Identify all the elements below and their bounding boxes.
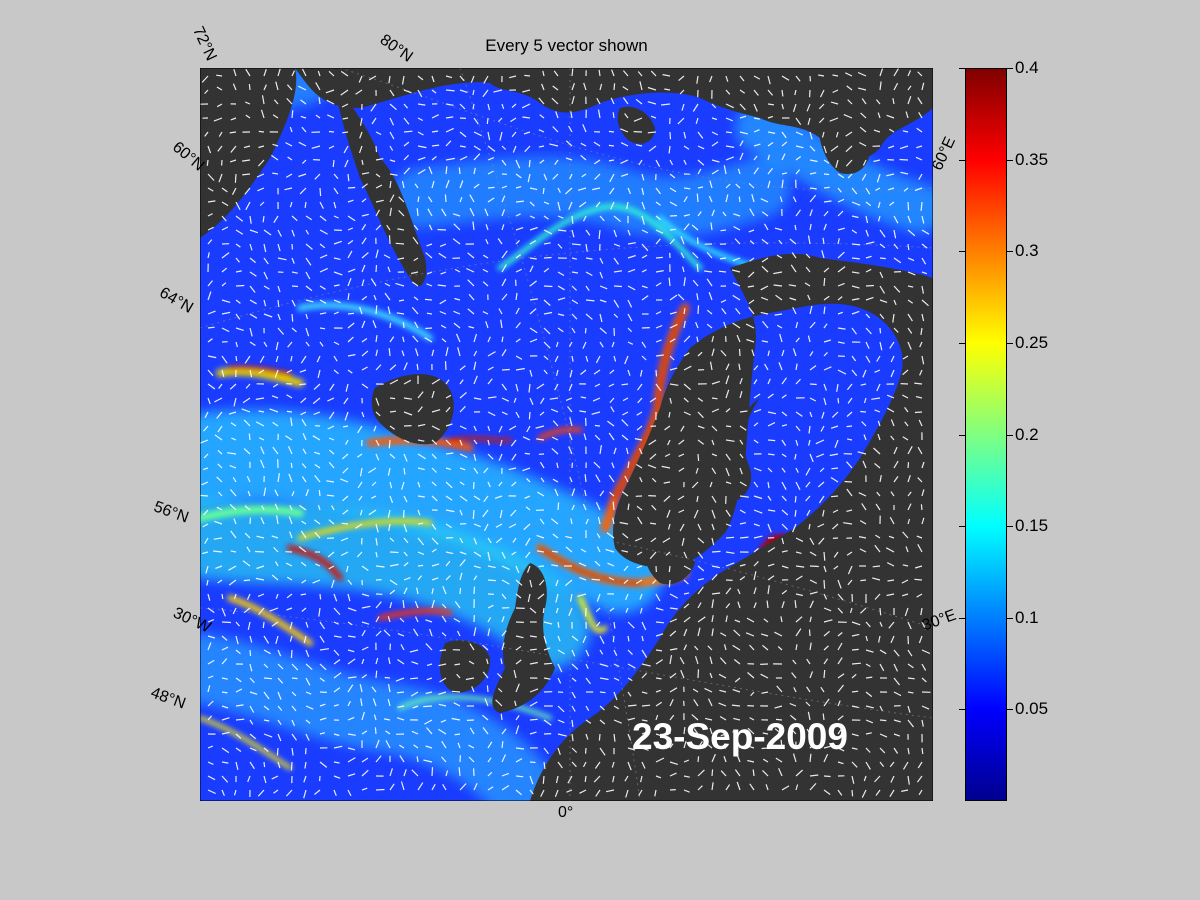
- colorbar-tick-mark: [1007, 159, 1013, 161]
- velocity-vectors: [200, 68, 931, 799]
- colorbar-tick-mark: [959, 159, 965, 161]
- colorbar-tick-mark: [1007, 342, 1013, 344]
- lon-label-0: 0°: [558, 804, 574, 821]
- colorbar-tick-label: 0.25: [1015, 332, 1049, 352]
- colorbar-tick-label: 0.2: [1015, 424, 1039, 444]
- colorbar-tick-label: 0.3: [1015, 241, 1039, 261]
- colorbar-tick-mark: [1007, 617, 1013, 619]
- colorbar-tick-mark: [959, 251, 965, 253]
- colorbar-tick-label: 0.35: [1015, 149, 1049, 169]
- colorbar-tick-mark: [1007, 434, 1013, 436]
- current-jets: [200, 204, 763, 770]
- speed-field: [200, 68, 933, 801]
- land: [200, 68, 933, 801]
- colorbar-tick-mark: [1007, 709, 1013, 711]
- colorbar-tick-mark: [1007, 251, 1013, 253]
- speed-colorbar: [965, 68, 1007, 801]
- colorbar-tick-mark: [959, 526, 965, 528]
- colorbar-tick-mark: [959, 342, 965, 344]
- ocean-current-map: [200, 68, 933, 801]
- colorbar-tick-mark: [959, 434, 965, 436]
- colorbar-tick-mark: [959, 617, 965, 619]
- colorbar-tick-label: 0.05: [1015, 699, 1049, 719]
- map-title: Every 5 vector shown: [485, 36, 648, 55]
- colorbar-tick-mark: [1007, 526, 1013, 528]
- colorbar-tick-label: 0.15: [1015, 516, 1049, 536]
- date-stamp: 23-Sep-2009: [632, 716, 848, 757]
- lat-label-64n: 64°N: [156, 284, 196, 317]
- lat-label-48n: 48°N: [148, 684, 188, 713]
- colorbar-tick-label: 0.1: [1015, 607, 1039, 627]
- colorbar-tick-mark: [959, 68, 965, 69]
- colorbar-tick-mark: [959, 709, 965, 711]
- colorbar-tick-mark: [1007, 68, 1013, 69]
- colorbar-tick-label: 0.4: [1015, 58, 1039, 77]
- lon-label-60e: 60°E: [928, 134, 960, 174]
- lat-label-56n: 56°N: [151, 498, 191, 527]
